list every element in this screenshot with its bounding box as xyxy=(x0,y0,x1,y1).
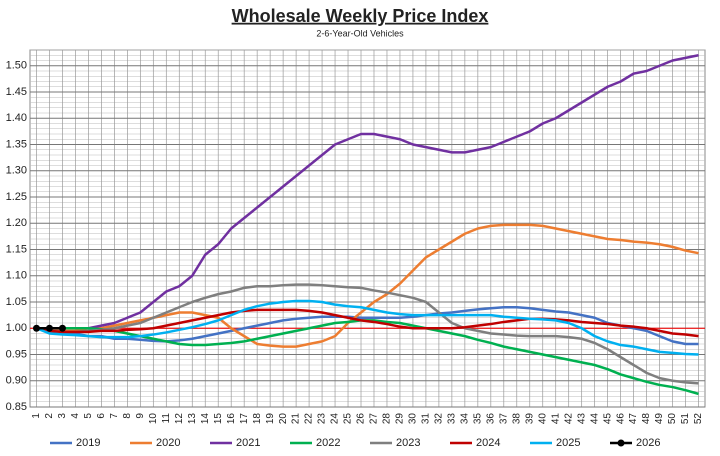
x-tick-label: 52 xyxy=(693,413,704,425)
x-tick-label: 49 xyxy=(654,413,665,425)
legend-label: 2023 xyxy=(396,437,420,449)
x-tick-label: 27 xyxy=(369,413,380,425)
x-tick-label: 29 xyxy=(395,413,406,425)
series-line xyxy=(36,299,699,356)
y-tick-label: 1.50 xyxy=(6,60,27,72)
x-tick-label: 7 xyxy=(109,413,120,419)
x-tick-label: 42 xyxy=(563,413,574,425)
x-tick-label: 26 xyxy=(356,413,367,425)
x-tick-label: 23 xyxy=(317,413,328,425)
x-tick-label: 33 xyxy=(447,413,458,425)
legend-marker xyxy=(617,439,625,447)
x-tick-label: 2 xyxy=(44,413,55,419)
x-tick-label: 3 xyxy=(57,413,68,419)
x-tick-label: 22 xyxy=(304,413,315,425)
marker xyxy=(58,324,66,332)
x-tick-label: 45 xyxy=(602,413,613,425)
x-tick-label: 39 xyxy=(524,413,535,425)
x-tick-label: 28 xyxy=(382,413,393,425)
x-tick-label: 50 xyxy=(667,413,678,425)
x-tick-label: 41 xyxy=(550,413,561,425)
y-tick-label: 1.45 xyxy=(6,86,27,98)
y-tick-label: 0.85 xyxy=(6,401,27,413)
y-tick-label: 1.25 xyxy=(6,191,27,203)
series-line xyxy=(36,54,699,330)
marker xyxy=(45,324,53,332)
legend-label: 2024 xyxy=(476,437,500,449)
y-tick-label: 1.20 xyxy=(6,217,27,229)
x-tick-label: 6 xyxy=(96,413,107,419)
x-tick-label: 25 xyxy=(343,413,354,425)
y-tick-label: 1.30 xyxy=(6,165,27,177)
legend-label: 2025 xyxy=(556,437,580,449)
legend-label: 2019 xyxy=(76,437,100,449)
y-tick-label: 1.10 xyxy=(6,270,27,282)
x-tick-label: 5 xyxy=(83,413,94,419)
legend-label: 2026 xyxy=(636,437,660,449)
x-tick-label: 35 xyxy=(472,413,483,425)
y-tick-label: 1.35 xyxy=(6,138,27,150)
y-tick-label: 1.15 xyxy=(6,243,27,255)
x-tick-label: 24 xyxy=(330,413,341,425)
chart-title: Wholesale Weekly Price Index xyxy=(232,6,489,26)
legend-label: 2021 xyxy=(236,437,260,449)
series-line xyxy=(36,308,699,338)
chart-subtitle: 2-6-Year-Old Vehicles xyxy=(316,28,404,38)
y-tick-label: 0.95 xyxy=(6,348,27,360)
x-tick-label: 14 xyxy=(200,413,211,425)
x-tick-label: 1 xyxy=(31,413,42,419)
x-tick-label: 31 xyxy=(421,413,432,425)
x-tick-label: 30 xyxy=(408,413,419,425)
x-tick-label: 40 xyxy=(537,413,548,425)
x-tick-label: 8 xyxy=(122,413,133,419)
x-tick-label: 46 xyxy=(615,413,626,425)
marker xyxy=(32,324,40,332)
x-tick-label: 48 xyxy=(641,413,652,425)
x-tick-label: 15 xyxy=(213,413,224,425)
y-tick-label: 0.90 xyxy=(6,375,27,387)
y-tick-label: 1.40 xyxy=(6,112,27,124)
x-tick-label: 18 xyxy=(252,413,263,425)
x-tick-label: 17 xyxy=(239,413,250,425)
series-line xyxy=(36,306,699,346)
y-tick-label: 1.00 xyxy=(6,322,27,334)
x-tick-label: 16 xyxy=(226,413,237,425)
x-tick-label: 37 xyxy=(498,413,509,425)
x-tick-label: 10 xyxy=(148,413,159,425)
x-tick-label: 47 xyxy=(628,413,639,425)
x-tick-label: 11 xyxy=(161,413,172,424)
x-tick-label: 51 xyxy=(680,413,691,425)
x-tick-label: 20 xyxy=(278,413,289,425)
x-tick-label: 19 xyxy=(265,413,276,425)
series-line xyxy=(36,283,699,385)
x-tick-label: 44 xyxy=(589,413,600,425)
x-tick-label: 38 xyxy=(511,413,522,425)
x-tick-label: 13 xyxy=(187,413,198,425)
x-tick-label: 36 xyxy=(485,413,496,425)
legend-label: 2020 xyxy=(156,437,180,449)
x-tick-label: 32 xyxy=(434,413,445,425)
x-tick-label: 9 xyxy=(135,413,146,419)
y-tick-label: 1.05 xyxy=(6,296,27,308)
x-tick-label: 4 xyxy=(70,413,81,419)
x-tick-label: 12 xyxy=(174,413,185,425)
x-tick-label: 21 xyxy=(291,413,302,425)
legend-label: 2022 xyxy=(316,437,340,449)
x-tick-label: 43 xyxy=(576,413,587,425)
x-tick-label: 34 xyxy=(459,413,470,425)
